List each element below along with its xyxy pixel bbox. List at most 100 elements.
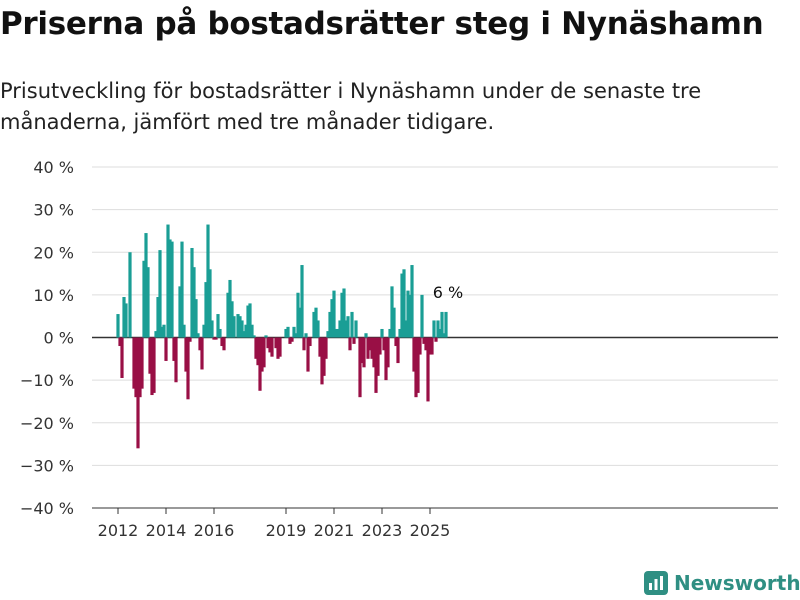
bar [424, 337, 428, 351]
bar [298, 307, 302, 338]
bar [242, 331, 246, 338]
x-tick-label: 2016 [194, 521, 235, 540]
bars [116, 224, 448, 449]
bar [372, 337, 376, 368]
bar [344, 320, 348, 338]
bar [246, 305, 250, 338]
bar [162, 324, 166, 338]
bar [262, 337, 266, 368]
bar [374, 337, 378, 393]
bar [288, 337, 292, 344]
bar-chart: −40 %−30 %−20 %−10 %0 %10 %20 %30 %40 % … [20, 158, 778, 540]
bar [382, 337, 386, 351]
bar [270, 337, 274, 357]
bar [222, 337, 226, 351]
bar [426, 337, 430, 402]
bar [370, 337, 374, 359]
bar [202, 324, 206, 338]
bar [136, 337, 140, 449]
bar [324, 337, 328, 359]
bar [332, 290, 336, 338]
bar [406, 290, 410, 338]
x-tick-label: 2012 [98, 521, 139, 540]
bar [338, 320, 342, 338]
bar [322, 337, 326, 376]
bar [116, 314, 120, 338]
bar [386, 337, 390, 368]
bar [416, 337, 420, 393]
bar [212, 337, 216, 340]
bar [140, 337, 144, 389]
x-tick-label: 2023 [362, 521, 403, 540]
annotation: 6 % [433, 283, 463, 302]
bar [404, 320, 408, 338]
bar [214, 337, 218, 340]
bar [286, 326, 290, 338]
x-axis: 2012 2014 2016 2019 2021 2023 2025 [92, 507, 778, 540]
bar [156, 297, 160, 338]
bar [414, 337, 418, 398]
bar [350, 311, 354, 338]
bar [388, 328, 392, 338]
bar [360, 337, 364, 364]
bar [396, 337, 400, 364]
brand-name: Newsworthy [674, 571, 800, 595]
bar [436, 320, 440, 338]
bar [266, 337, 270, 349]
bar [292, 326, 296, 338]
bar [342, 288, 346, 338]
bar [238, 316, 242, 338]
bar [346, 316, 350, 338]
bar [362, 337, 366, 368]
y-tick-label: 30 % [33, 201, 74, 220]
bar [440, 311, 444, 338]
bar [314, 307, 318, 338]
bar [326, 331, 330, 338]
bar [254, 337, 258, 359]
newsworthy-icon [644, 571, 668, 595]
bar [430, 337, 434, 355]
bar [294, 333, 298, 338]
bar [146, 267, 150, 338]
bar [152, 337, 156, 393]
bar [244, 324, 248, 338]
bar [158, 250, 162, 338]
chart-title: Priserna på bostadsrätter steg i Nynäsha… [0, 6, 764, 42]
bar [196, 333, 200, 338]
bar [198, 337, 202, 351]
bar [264, 335, 268, 338]
bar [384, 337, 388, 381]
bar [228, 279, 232, 338]
bar [150, 337, 154, 396]
bar [434, 337, 438, 342]
bar [160, 326, 164, 338]
bar [168, 239, 172, 338]
bar [186, 337, 190, 400]
bar [200, 337, 204, 370]
bar [252, 335, 256, 338]
bar [174, 337, 178, 383]
y-axis-ticks: −40 % −30 % −20 % −10 % 0 % 10 % 20 % 30 % 40 % [20, 158, 74, 518]
bar [438, 328, 442, 338]
bar [210, 320, 214, 338]
x-tick-label: 2014 [146, 521, 187, 540]
bar [400, 273, 404, 338]
bar [250, 324, 254, 338]
bar [422, 337, 426, 344]
bar [334, 328, 338, 338]
bar [358, 337, 362, 398]
bar [240, 320, 244, 338]
bar [316, 320, 320, 338]
bar [336, 328, 340, 338]
bar [274, 337, 278, 349]
bar [124, 303, 128, 338]
bar [128, 252, 132, 338]
bar [348, 337, 352, 351]
bar [364, 333, 368, 338]
bar [278, 337, 282, 357]
bar [392, 307, 396, 338]
bar [144, 233, 148, 338]
bar [378, 337, 382, 355]
bar [390, 286, 394, 338]
bar [306, 337, 310, 372]
